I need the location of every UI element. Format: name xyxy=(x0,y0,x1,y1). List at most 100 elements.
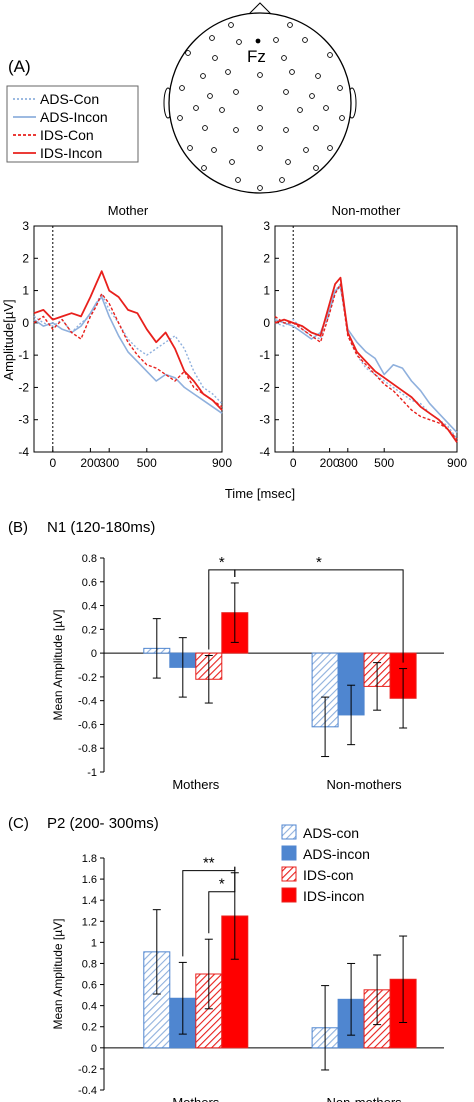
x-tick-label: 300 xyxy=(99,456,119,470)
electrode-dot xyxy=(313,125,319,131)
electrode-dot xyxy=(273,37,279,43)
category-label: Non-mothers xyxy=(327,1095,403,1102)
electrode-dot xyxy=(327,52,333,58)
significance-bracket xyxy=(234,569,404,663)
y-tick-label: 2 xyxy=(22,251,29,265)
electrode-fz-label: Fz xyxy=(247,47,266,66)
legend-swatch xyxy=(281,866,297,882)
electrode-dot xyxy=(281,55,287,61)
electrode-dot xyxy=(323,105,329,111)
electrode-dot xyxy=(302,37,308,43)
x-tick-label: 500 xyxy=(137,456,157,470)
bar-chart-p2: 1.8 1.6 1.4 1.2 1 0.8 0.6 0.4 0.2 0 -0.2 -0.4 Mean A… xyxy=(51,853,444,1102)
erp-series-ads-incon xyxy=(33,296,223,414)
electrode-dot xyxy=(283,127,289,133)
y-tick-label: 1 xyxy=(91,937,97,949)
panel-c-label: (C) xyxy=(8,815,29,832)
erp-series-ads-con xyxy=(33,293,223,405)
y-tick-label: 0.4 xyxy=(82,1001,97,1013)
category-label: Mothers xyxy=(172,1095,219,1102)
significance-marker: * xyxy=(219,554,225,571)
y-tick-label: -2 xyxy=(259,380,270,394)
bar-ids-incon xyxy=(221,915,249,1049)
y-tick-label: -1 xyxy=(259,348,270,362)
significance-marker: * xyxy=(316,554,322,571)
electrode-dot xyxy=(279,177,285,183)
x-tick-label: 200 xyxy=(320,456,340,470)
erp-legend-box xyxy=(6,85,139,163)
legend-entry: IDS-con xyxy=(303,867,354,883)
scalp-map: Fz xyxy=(163,2,357,194)
legend-entry: IDS-Con xyxy=(40,127,94,143)
erp-series-ids-incon xyxy=(33,270,223,411)
x-tick-label: 200 xyxy=(80,456,100,470)
y-tick-label: -0.6 xyxy=(78,719,97,731)
y-tick-label: 1.6 xyxy=(82,874,97,886)
erp-series-ids-con xyxy=(274,283,458,440)
electrode-dot xyxy=(315,73,321,79)
legend-entry: IDS-incon xyxy=(303,888,364,904)
y-tick-label: -3 xyxy=(18,413,29,427)
electrode-dot xyxy=(177,115,183,121)
electrode-dot xyxy=(257,125,263,131)
legend-entry: IDS-Incon xyxy=(40,145,102,161)
x-tick-label: 300 xyxy=(338,456,358,470)
legend-entry: ADS-con xyxy=(303,825,359,841)
legend-swatch xyxy=(281,845,297,861)
electrode-dot xyxy=(236,39,242,45)
y-tick-label: 0 xyxy=(263,316,270,330)
y-tick-label: -4 xyxy=(18,445,29,459)
erp-series-ids-incon xyxy=(274,276,458,443)
y-tick-label: -2 xyxy=(18,380,29,394)
electrode-dot xyxy=(233,127,239,133)
erp-plot-title: Mother xyxy=(108,203,149,218)
electrode-dot xyxy=(212,55,218,61)
y-axis-label: Mean Amplitude [µV] xyxy=(51,610,65,721)
electrode-dot xyxy=(283,89,289,95)
panel-a-label: (A) xyxy=(8,57,31,76)
electrode-dot xyxy=(185,50,191,56)
x-tick-label: 0 xyxy=(290,456,297,470)
panel-b-title: N1 (120-180ms) xyxy=(47,519,155,536)
electrode-dot xyxy=(257,145,263,151)
electrode-fz xyxy=(255,38,261,44)
y-tick-label: -0.2 xyxy=(78,672,97,684)
category-label: Non-mothers xyxy=(327,777,403,792)
electrode-dot xyxy=(209,35,215,41)
electrode-dot xyxy=(233,89,239,95)
erp-x-axis-label: Time [msec] xyxy=(225,486,295,501)
y-tick-label: 0.6 xyxy=(82,577,97,589)
panel-c-title: P2 (200- 300ms) xyxy=(47,815,159,832)
y-tick-label: 3 xyxy=(22,219,29,233)
electrode-dot xyxy=(313,165,319,171)
erp-axes-frame xyxy=(33,225,223,453)
electrode-dot xyxy=(228,22,234,28)
x-tick-label: 0 xyxy=(49,456,56,470)
electrode-dot xyxy=(257,185,263,191)
electrode-dot xyxy=(303,147,309,153)
electrode-dot xyxy=(202,125,208,131)
y-tick-label: -1 xyxy=(87,767,97,779)
y-tick-label: 0.6 xyxy=(82,980,97,992)
electrode-dot xyxy=(257,105,263,111)
significance-marker: ** xyxy=(203,855,215,872)
significance-marker: * xyxy=(219,876,225,893)
erp-plot-title: Non-mother xyxy=(332,203,401,218)
legend-entry: ADS-Con xyxy=(40,91,99,107)
y-tick-label: 0 xyxy=(91,648,97,660)
category-label: Mothers xyxy=(172,777,219,792)
erp-series-ids-con xyxy=(33,293,223,408)
electrode-dot xyxy=(339,115,345,121)
y-tick-label: -0.2 xyxy=(78,1064,97,1076)
y-tick-label: -0.4 xyxy=(78,1085,97,1097)
electrode-dot xyxy=(200,73,206,79)
scalp-nose xyxy=(248,2,272,15)
erp-series-ads-incon xyxy=(274,286,458,434)
erp-y-axis-label: Amplitude[µV] xyxy=(1,299,16,380)
y-tick-label: 0 xyxy=(91,1043,97,1055)
electrode-dot xyxy=(225,69,231,75)
bar-ids-con xyxy=(195,973,223,1049)
x-tick-label: 900 xyxy=(212,456,232,470)
